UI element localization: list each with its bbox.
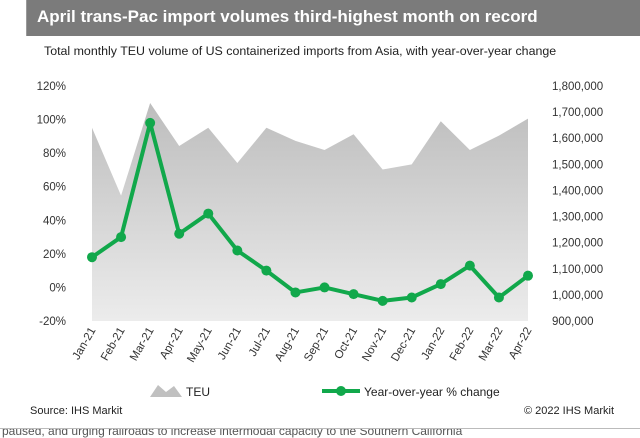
y-right-tick-label: 1,100,000	[552, 264, 603, 276]
copyright-note: © 2022 IHS Markit	[523, 405, 614, 417]
x-tick-label: Apr-22	[507, 326, 535, 362]
x-tick-label: Sep-21	[302, 326, 331, 364]
x-tick-label: Jul-21	[247, 326, 273, 359]
y-right-tick-label: 1,700,000	[552, 107, 603, 119]
y-left-tick-label: 20%	[43, 249, 66, 261]
legend-yoy-marker	[336, 386, 346, 396]
yoy-point	[435, 279, 446, 290]
x-tick-label: Dec-21	[389, 326, 418, 364]
chart-svg: -20% 0% 20% 40% 60% 80% 100% 120% 900,000 1,000,0…	[37, 81, 604, 399]
yoy-line	[90, 120, 530, 303]
y-left-tick-label: 100%	[37, 115, 66, 127]
yoy-point	[116, 232, 127, 243]
x-tick-label: Aug-21	[273, 326, 302, 364]
yoy-point	[523, 270, 533, 281]
bottom-text-strip: paused, and urging railroads to increase…	[0, 428, 640, 438]
y-right-tick-label: 1,000,000	[552, 290, 603, 302]
y-right-tick-label: 1,500,000	[552, 159, 603, 171]
chart-subtitle: Total monthly TEU volume of US container…	[44, 44, 557, 58]
yoy-point	[203, 208, 214, 219]
y-right-tick-label: 1,800,000	[552, 81, 603, 93]
y-left-tick-label: 80%	[43, 148, 66, 160]
x-tick-label: Mar-21	[128, 326, 157, 364]
x-tick-label: Jan-21	[71, 326, 99, 362]
x-tick-label: Mar-22	[477, 326, 506, 364]
legend-teu-swatch	[150, 385, 182, 397]
chart-frame: April trans-Pac import volumes third-hig…	[26, 0, 640, 437]
y-right-tick-label: 1,400,000	[552, 185, 603, 197]
teu-area	[92, 102, 528, 321]
source-note: Source: IHS Markit	[30, 405, 123, 417]
yoy-point	[261, 265, 272, 276]
y-right-tick-label: 1,300,000	[552, 212, 603, 224]
x-tick-label: Apr-21	[158, 326, 186, 362]
chart-title: April trans-Pac import volumes third-hig…	[37, 7, 538, 26]
x-tick-label: Oct-21	[333, 326, 361, 362]
yoy-point	[290, 287, 301, 298]
x-tick-label: Jan-22	[419, 326, 447, 362]
yoy-point	[464, 260, 475, 271]
y-right-tick-label: 900,000	[552, 316, 594, 328]
y-left-tick-label: 120%	[37, 81, 66, 93]
y-left-tick-label: 0%	[49, 282, 66, 294]
yoy-point	[406, 292, 417, 303]
yoy-point	[232, 245, 243, 256]
yoy-point	[377, 295, 388, 306]
x-tick-label: Jun-21	[216, 326, 244, 362]
y-right-tick-label: 1,200,000	[552, 238, 603, 250]
yoy-point	[319, 282, 330, 293]
x-tick-label: May-21	[185, 326, 215, 365]
legend-yoy-label: Year-over-year % change	[364, 385, 500, 399]
legend-teu-label: TEU	[186, 385, 210, 399]
y-right-tick-label: 1,600,000	[552, 133, 603, 145]
yoy-point	[348, 289, 359, 300]
yoy-point	[174, 228, 185, 239]
bottom-cutoff-text: paused, and urging railroads to increase…	[2, 428, 463, 438]
yoy-point	[493, 292, 504, 303]
x-tick-label: Feb-21	[99, 326, 128, 364]
yoy-point	[145, 117, 156, 128]
title-bar: April trans-Pac import volumes third-hig…	[26, 0, 640, 36]
y-left-tick-label: -20%	[39, 316, 66, 328]
yoy-point	[87, 252, 97, 263]
y-left-tick-label: 40%	[43, 215, 66, 227]
x-tick-label: Nov-21	[360, 326, 389, 364]
y-left-tick-label: 60%	[43, 182, 66, 194]
x-tick-label: Feb-22	[448, 326, 477, 364]
